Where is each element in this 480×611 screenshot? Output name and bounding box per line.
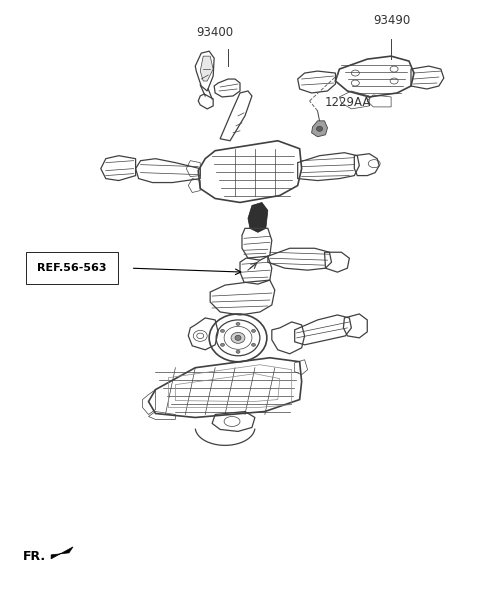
Polygon shape: [312, 121, 327, 137]
Ellipse shape: [220, 343, 225, 346]
Ellipse shape: [252, 329, 255, 332]
Text: 93490: 93490: [373, 14, 410, 27]
Ellipse shape: [236, 323, 240, 326]
Ellipse shape: [235, 335, 241, 340]
Ellipse shape: [220, 329, 225, 332]
Text: FR.: FR.: [23, 551, 47, 563]
Polygon shape: [51, 547, 73, 559]
Polygon shape: [200, 56, 213, 81]
Ellipse shape: [236, 350, 240, 353]
Polygon shape: [248, 202, 268, 232]
Text: 93400: 93400: [197, 26, 234, 39]
Text: 1229AA: 1229AA: [324, 96, 371, 109]
Ellipse shape: [316, 126, 323, 131]
Ellipse shape: [252, 343, 255, 346]
Text: REF.56-563: REF.56-563: [37, 263, 107, 273]
Ellipse shape: [231, 332, 245, 343]
